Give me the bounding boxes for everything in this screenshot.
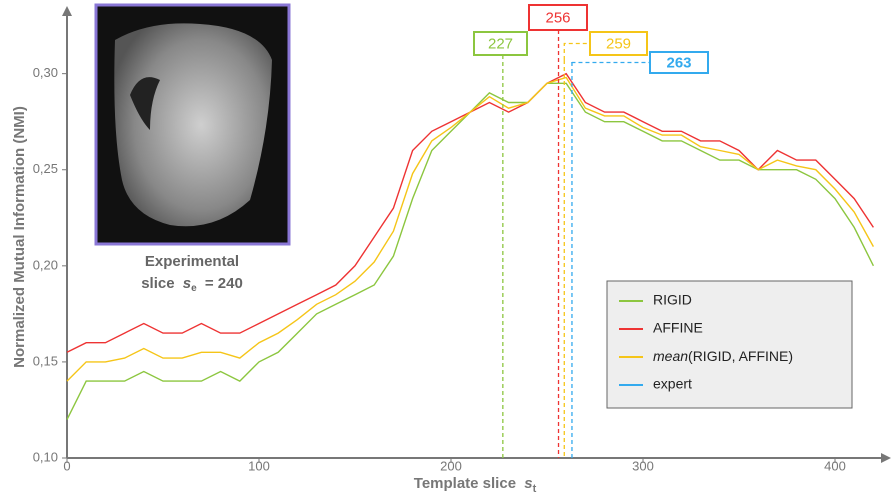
- series-line: [66, 76, 875, 382]
- marker-connector: [563, 42, 590, 60]
- marker-connector: [571, 61, 650, 64]
- caption-symbol: s: [183, 275, 191, 292]
- x-tick-label: 100: [248, 458, 270, 473]
- inset-caption: Experimental: [145, 253, 239, 270]
- x-axis-title: Template slice st: [414, 475, 537, 495]
- legend-label: RIGID: [653, 292, 692, 308]
- x-tick-label: 0: [63, 458, 70, 473]
- marker-label: 227: [488, 35, 513, 52]
- x-tick-label: 300: [632, 458, 654, 473]
- y-axis-arrow: [62, 6, 72, 16]
- brain-ventricle: [130, 77, 160, 130]
- inset-image: [94, 3, 291, 246]
- marker-box: [589, 31, 648, 56]
- inset-caption: slice se = 240: [141, 275, 243, 296]
- caption-word: slice: [141, 275, 174, 292]
- x-axis-arrow: [881, 453, 891, 463]
- marker-box: [528, 4, 588, 31]
- y-tick-label: 0,20: [33, 257, 58, 272]
- legend-label: expert: [653, 376, 692, 392]
- legend-label: AFFINE: [653, 320, 703, 336]
- y-tick-label: 0,10: [33, 449, 58, 464]
- marker-label: 256: [545, 9, 570, 26]
- marker-box: [473, 31, 528, 56]
- caption-value: = 240: [205, 275, 243, 292]
- brain-slice: [114, 23, 272, 227]
- legend-label-rest: (RIGID, AFFINE): [688, 348, 793, 364]
- x-axis-subscript: t: [533, 483, 537, 495]
- marker-box: [649, 51, 709, 74]
- x-tick-label: 200: [440, 458, 462, 473]
- marker-label: 263: [666, 54, 691, 71]
- y-tick-label: 0,15: [33, 353, 58, 368]
- y-tick-label: 0,25: [33, 161, 58, 176]
- y-tick-label: 0,30: [33, 65, 58, 80]
- legend-box: [606, 280, 853, 409]
- y-axis-title: Normalized Mutual Information (NMI): [11, 106, 28, 368]
- legend-label-italic: mean: [653, 348, 688, 364]
- x-axis-symbol: s: [524, 475, 532, 492]
- marker-label: 259: [606, 35, 631, 52]
- x-tick-label: 400: [824, 458, 846, 473]
- caption-subscript: e: [191, 283, 197, 294]
- x-axis-title-text: Template slice: [414, 475, 516, 492]
- legend-label: mean(RIGID, AFFINE): [653, 348, 793, 364]
